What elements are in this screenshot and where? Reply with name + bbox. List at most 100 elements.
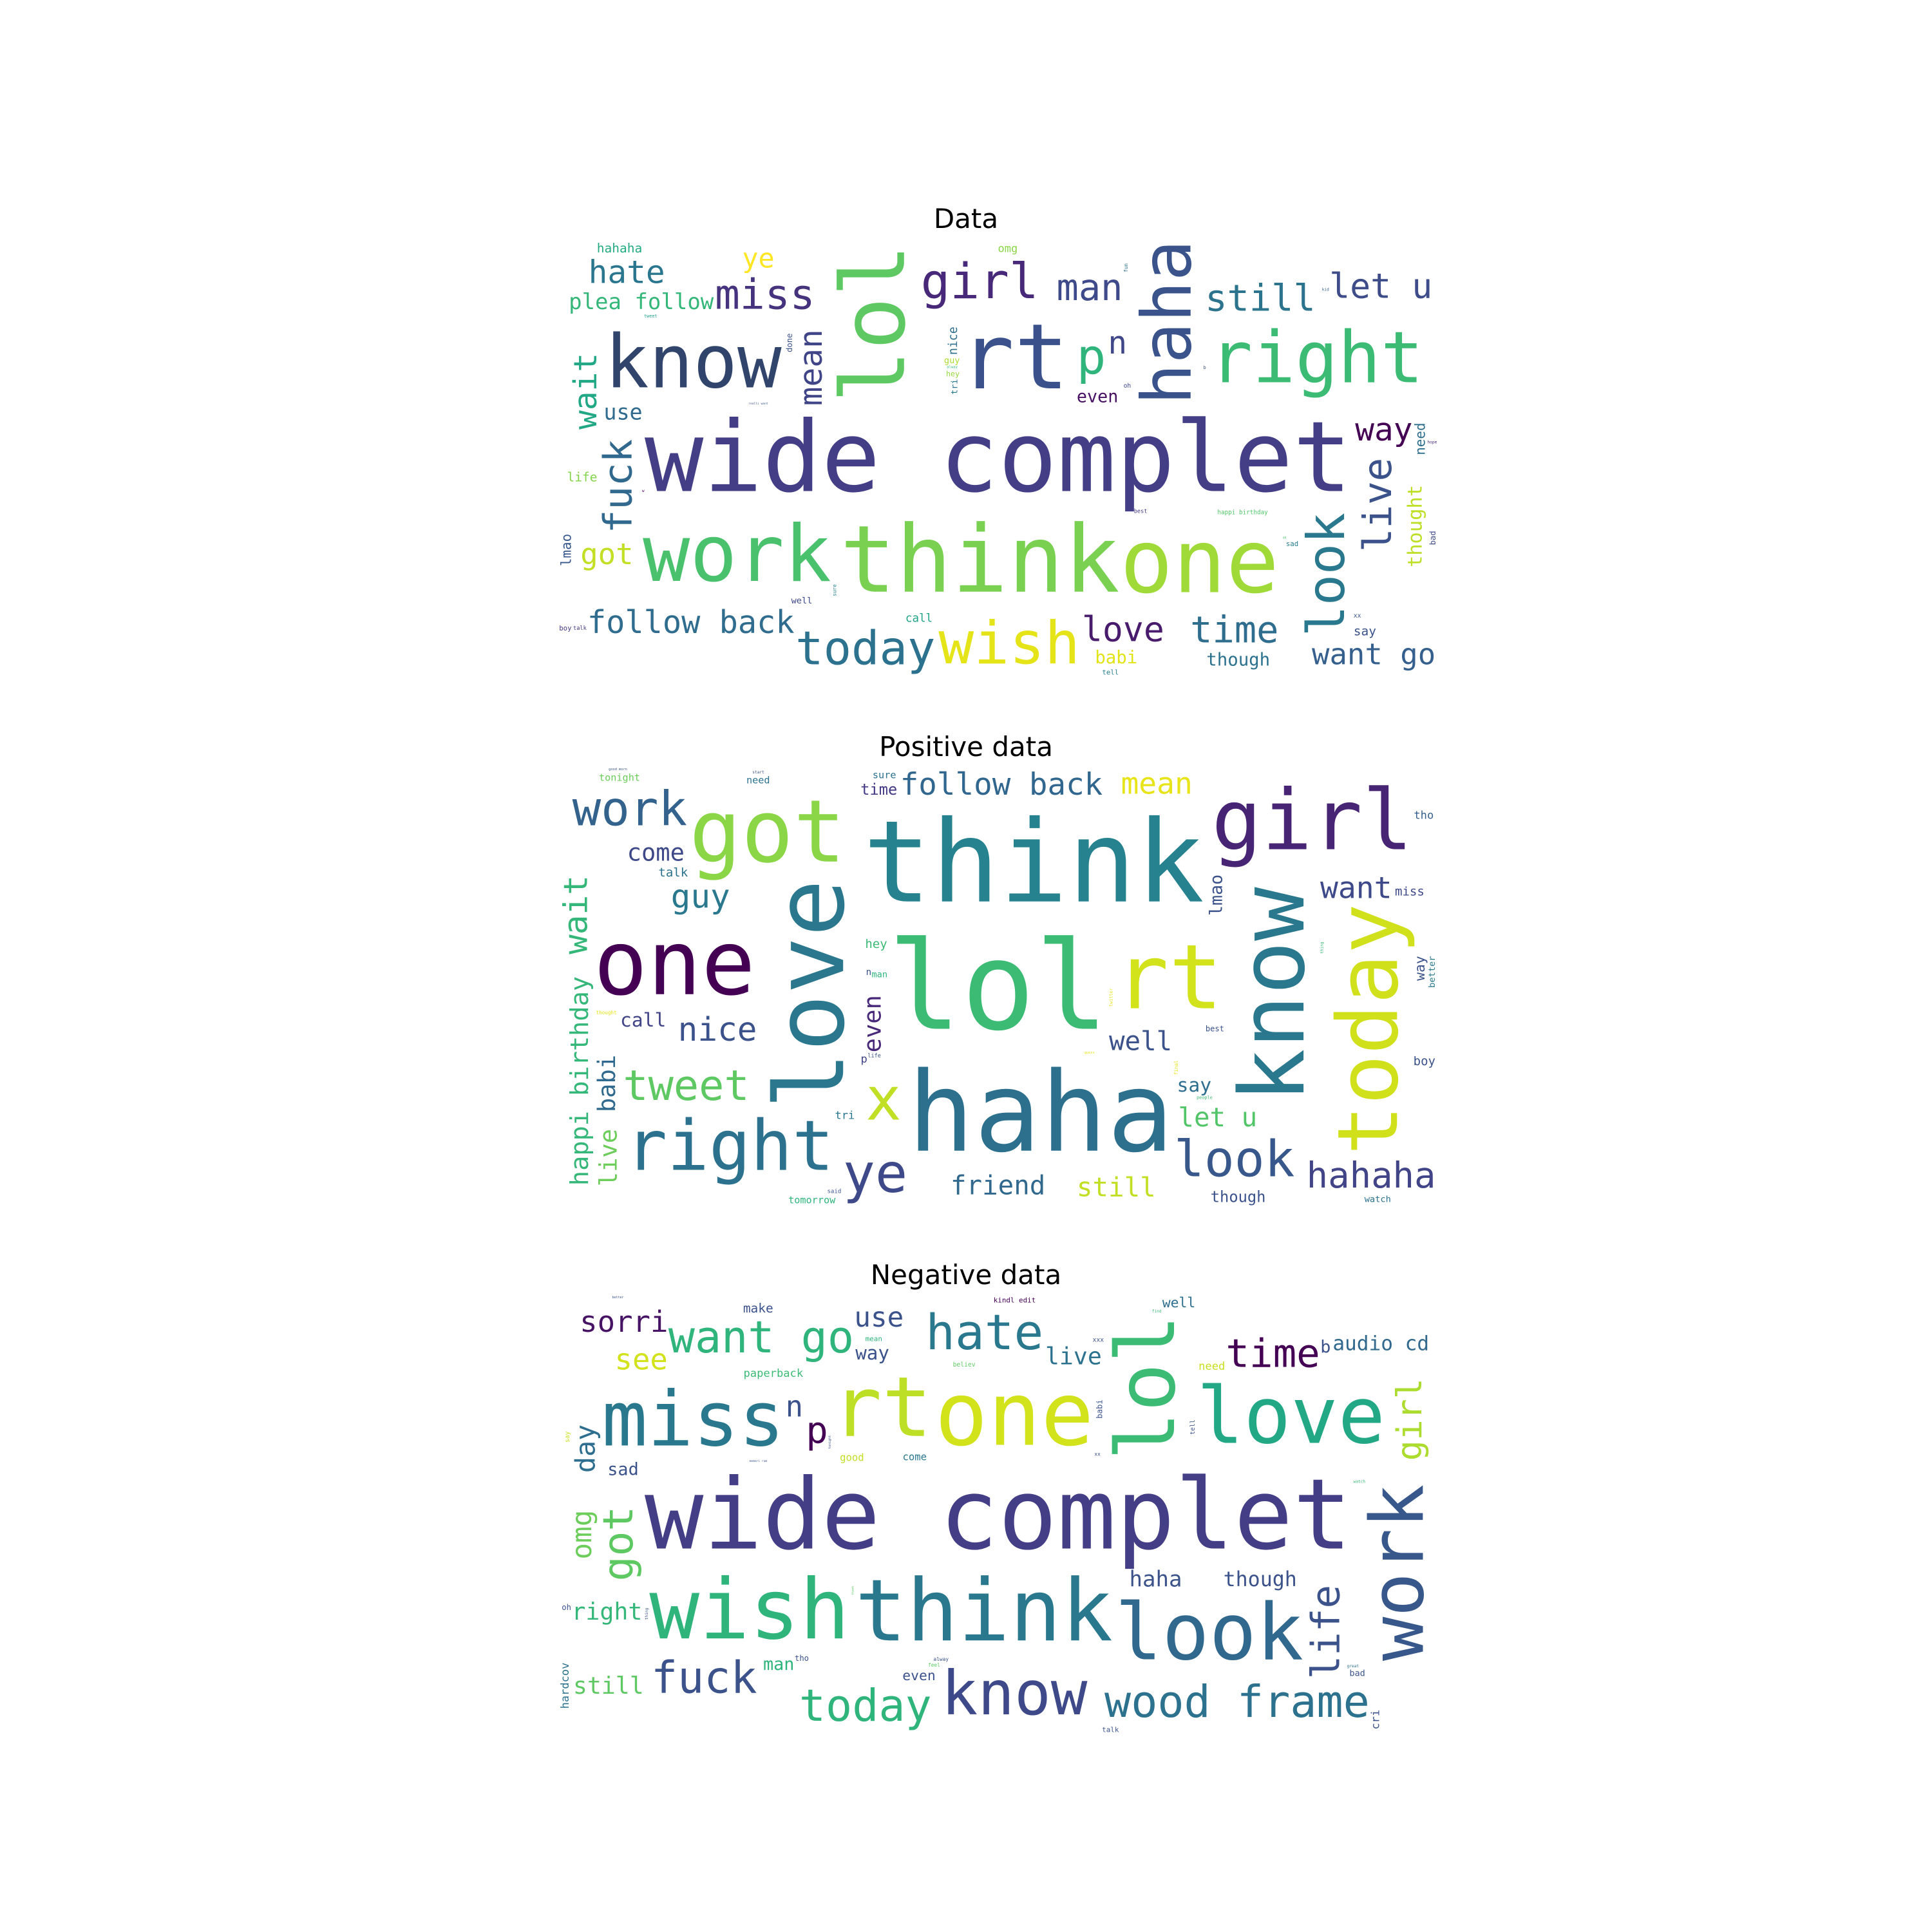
wordcloud-word: haha (1127, 240, 1207, 404)
wordcloud-word: talk (658, 866, 688, 880)
wordcloud-word: tonight (599, 772, 640, 784)
wordcloud-word: watch (1353, 1480, 1365, 1484)
wordcloud-word: great (1347, 1664, 1359, 1669)
wordcloud-word: know (942, 1659, 1088, 1729)
wordcloud-word: sad (607, 1459, 638, 1479)
wordcloud-word: call (905, 612, 933, 625)
wordcloud-word: tomorrow (788, 1195, 836, 1206)
wordcloud-word: omg (566, 1510, 598, 1560)
wordcloud-word: rt (832, 1359, 933, 1456)
wordcloud-word: live (1045, 1342, 1102, 1370)
wordcloud-word: wish (649, 1562, 849, 1658)
wordcloud-word: right (625, 1106, 834, 1187)
wordcloud-word: got (594, 1506, 643, 1582)
wordcloud-word: time (1190, 609, 1278, 652)
wordcloud-word: xxx (1093, 1337, 1104, 1344)
wordcloud-word: say (564, 1431, 571, 1443)
wordcloud-word: rt (1115, 925, 1222, 1030)
wordcloud-word: audio cd (1332, 1332, 1429, 1356)
wordcloud-word: miss (715, 271, 815, 319)
wordcloud-word: wood frame (1104, 1677, 1370, 1728)
wordcloud-word: boy (1414, 1054, 1435, 1068)
wordcloud-word: girl (1390, 1378, 1430, 1461)
wordcloud-word: sorri (580, 1305, 668, 1339)
wordcloud-word: way (1355, 411, 1412, 448)
wordcloud-word: b (1320, 1337, 1331, 1357)
wordcloud-word: use (854, 1302, 904, 1334)
wordcloud-word: follow back (587, 605, 795, 641)
wordcloud-word: plea follow (569, 289, 714, 315)
wordcloud-word: love (754, 879, 866, 1109)
wordcloud-word: lol (823, 244, 925, 403)
wordcloud-word: look (1296, 513, 1356, 636)
wordcloud-word: tonight (828, 1435, 832, 1449)
wordcloud-word: wide complet (645, 401, 1352, 515)
wordcloud-word: p (860, 1053, 867, 1066)
wordcloud-word: hahaha (597, 241, 642, 256)
wordcloud-word: n (786, 1390, 803, 1424)
wordcloud-word: believ (953, 1361, 976, 1368)
wordcloud-word: one (1120, 511, 1279, 614)
wordcloud-word: man (871, 970, 887, 980)
wordcloud-word: today (799, 1681, 932, 1732)
wordcloud-word: work (573, 781, 687, 837)
wordcloud-word: way (855, 1342, 889, 1364)
wordcloud-word: life (1304, 1585, 1349, 1679)
wordcloud-word: ye (742, 243, 774, 274)
wordcloud-word: find (1152, 1309, 1162, 1314)
wordcloud-word: start (752, 770, 764, 775)
wordcloud-word: tri (951, 379, 960, 395)
wordcloud-word: rt (960, 305, 1068, 410)
wordcloud-word: thought (596, 1010, 617, 1016)
wordcloud-word: one (935, 1364, 1094, 1466)
wordcloud-word: bad (1428, 531, 1437, 545)
wordcloud-word: tweet (644, 314, 657, 319)
wordcloud-word: nice (678, 1011, 757, 1049)
wordcloud-word: memori ram (750, 1459, 768, 1463)
wordcloud-word: ye (843, 1142, 907, 1205)
wordcloud-word: day (569, 1425, 601, 1473)
wordcloud-word: even (859, 995, 887, 1052)
wordcloud-word: ok (1283, 536, 1287, 540)
wordcloud-word: say (1354, 623, 1376, 638)
wordcloud-word: boy (559, 624, 572, 632)
wordcloud-word: talk (1102, 1725, 1119, 1734)
wordcloud-word: tell (1189, 1419, 1197, 1434)
wordcloud-word: w (642, 489, 645, 493)
wordcloud-word: friend (951, 1170, 1045, 1201)
wordcloud-word: hardcov (559, 1663, 572, 1709)
wordcloud-word: need (1412, 422, 1428, 455)
wordcloud-word: hope (1427, 440, 1437, 445)
wordcloud-word: see (615, 1343, 668, 1377)
wordcloud-word: love (1197, 1370, 1385, 1462)
wordcloud-word: use (603, 399, 642, 424)
wordcloud-word: think (840, 506, 1120, 614)
wordcloud-word: still (1205, 278, 1316, 320)
wordcloud-word: know (605, 319, 782, 404)
wordcloud-word: twitter (1109, 988, 1114, 1007)
wordcloud-word: tho (795, 1654, 809, 1663)
wordcloud-word: well (1162, 1295, 1196, 1311)
wordcloud-word: work (643, 508, 831, 600)
wordcloud-word: bad (1349, 1669, 1365, 1679)
wordcloud-word: way (1412, 956, 1428, 981)
wordcloud-word: good (840, 1452, 864, 1464)
wordcloud-word: girl (921, 252, 1039, 310)
wordcloud-word: feel (928, 1662, 940, 1668)
wordcloud-word: n (1108, 324, 1127, 361)
wordcloud-word: look (1174, 1131, 1295, 1189)
wordcloud-word: live (1356, 458, 1401, 552)
wordcloud-word: babi (1095, 648, 1137, 668)
wordcloud-word: time (1226, 1331, 1320, 1376)
wordcloud-word: need (1198, 1360, 1225, 1373)
wordcloud-word: live (594, 1129, 622, 1186)
wordcloud-word: oh (562, 1603, 571, 1612)
wordcloud-word: wide complet (645, 1458, 1352, 1572)
wordcloud-word: lol (1099, 1314, 1193, 1460)
wordcloud-word: cri (1370, 1710, 1383, 1730)
wordcloud-word: babi (593, 1055, 621, 1112)
wordcloud-word: even (1077, 387, 1119, 407)
wordcloud-word: follow back (900, 767, 1103, 802)
wordcloud-word: done (785, 334, 794, 352)
